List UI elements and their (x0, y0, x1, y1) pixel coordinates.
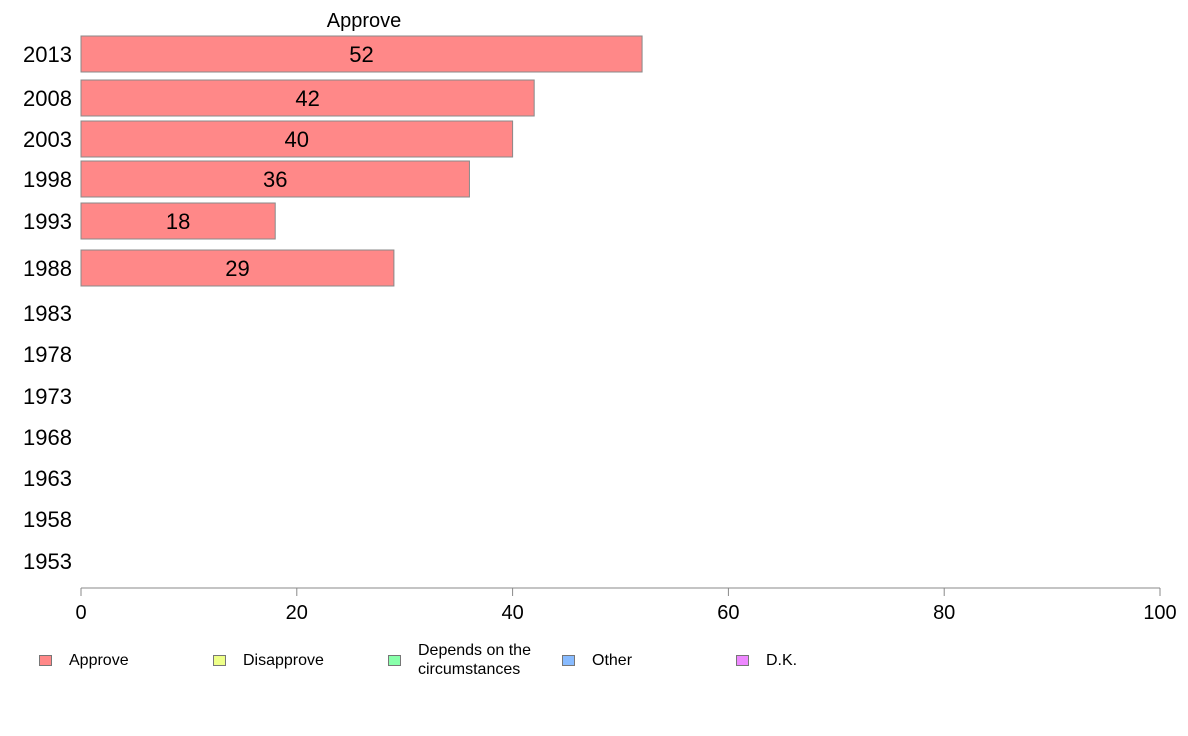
legend-item-approve: Approve (39, 638, 129, 682)
x-tick-label: 80 (933, 602, 955, 624)
legend-item-disapprove: Disapprove (213, 638, 324, 682)
legend-item-other: Other (562, 638, 632, 682)
bar-chart: Approve 2013 2008 2003 1998 1993 1988 1983 1978… (23, 10, 1177, 624)
legend-label-approve: Approve (69, 651, 129, 669)
y-tick-label: 2003 (23, 127, 72, 152)
legend-swatch-approve (39, 654, 52, 666)
x-tick-label: 0 (75, 602, 86, 624)
y-tick-label: 1973 (23, 384, 72, 409)
y-tick-label: 2008 (23, 86, 72, 111)
bars (80, 35, 643, 287)
y-tick-label: 1958 (23, 507, 72, 532)
legend-label-depends: Depends on the circumstances (418, 642, 531, 678)
bar (80, 79, 535, 117)
bar-value-label: 40 (285, 127, 309, 152)
bar-value-label: 29 (225, 256, 249, 281)
legend: Approve Disapprove Depends on the circum… (0, 638, 1188, 698)
x-tick-label: 40 (501, 602, 523, 624)
bar (80, 202, 276, 240)
bar-value-labels: 52 42 40 36 18 29 (166, 42, 374, 281)
legend-swatch-other (562, 654, 575, 666)
y-tick-label: 1993 (23, 209, 72, 234)
x-tick-label: 20 (286, 602, 308, 624)
y-tick-label: 1953 (23, 549, 72, 574)
x-tick-label: 100 (1143, 602, 1176, 624)
legend-swatch-depends (388, 654, 401, 666)
bar (80, 160, 470, 198)
bar-value-label: 18 (166, 209, 190, 234)
bar (80, 249, 395, 287)
y-tick-label: 1978 (23, 342, 72, 367)
legend-item-depends: Depends on the circumstances (388, 638, 531, 682)
chart-title: Approve (327, 10, 402, 32)
x-tick-label: 60 (717, 602, 739, 624)
legend-label-other: Other (592, 651, 633, 669)
bar (80, 35, 643, 73)
legend-label-disapprove: Disapprove (243, 651, 324, 669)
bar-value-label: 36 (263, 167, 287, 192)
bar-value-label: 52 (349, 42, 373, 67)
legend-item-dk: D.K. (736, 638, 797, 682)
y-axis-labels: 2013 2008 2003 1998 1993 1988 1983 1978 1973 1968… (23, 42, 72, 574)
y-tick-label: 1963 (23, 466, 72, 491)
y-tick-label: 1998 (23, 167, 72, 192)
bar-value-label: 42 (295, 86, 319, 111)
legend-swatch-dk (736, 654, 749, 666)
y-tick-label: 1968 (23, 425, 72, 450)
y-tick-label: 1988 (23, 256, 72, 281)
bar (80, 120, 514, 158)
legend-swatch-disapprove (213, 654, 226, 666)
y-tick-label: 2013 (23, 42, 72, 67)
legend-label-dk: D.K. (766, 651, 798, 669)
y-tick-label: 1983 (23, 301, 72, 326)
x-axis: 0 20 40 60 80 100 (75, 587, 1177, 624)
